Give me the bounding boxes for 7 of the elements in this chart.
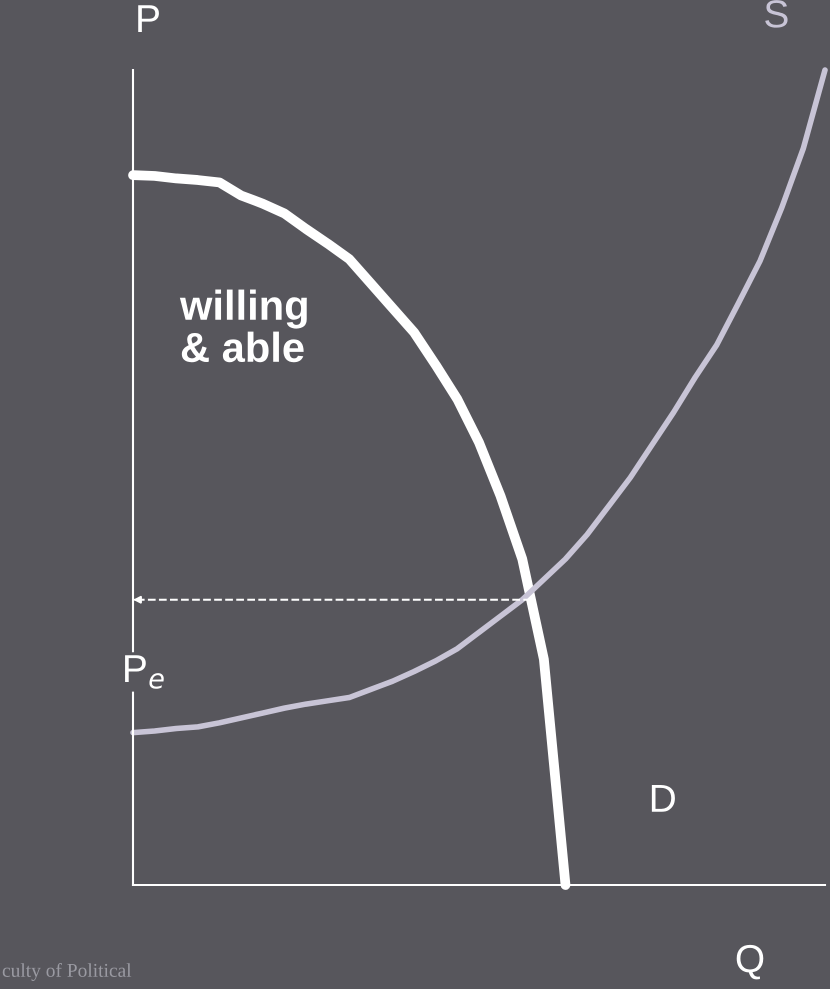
text: culty of Political (2, 963, 132, 981)
ref-line-label: P$_{e}$ (125, 655, 164, 689)
series-label: S (765, 0, 788, 28)
y-axis-title: P (138, 5, 159, 32)
x-axis-title: Q (736, 944, 764, 980)
annotation: willing & able (180, 290, 307, 362)
text: D (652, 784, 675, 812)
